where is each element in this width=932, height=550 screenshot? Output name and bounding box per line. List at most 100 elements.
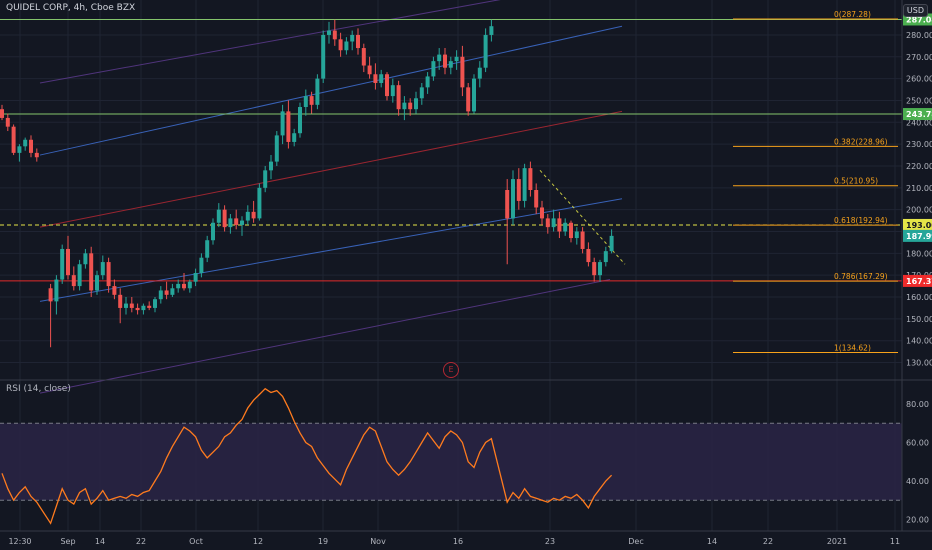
candle-body [315,78,320,105]
candle-body [182,283,186,289]
rsi-band [0,423,902,501]
x-tick-label: 22 [136,537,146,546]
trend-line [39,279,611,394]
candle-body [350,34,355,42]
candle-body [361,48,366,66]
candle-body [0,109,4,118]
x-tick-label: Nov [370,537,386,546]
x-tick-label: 12 [253,537,263,546]
x-tick-label: Oct [189,537,203,546]
candle-body [414,98,418,110]
candle-body [563,222,568,232]
candle-body [344,41,349,51]
candle-body [557,218,562,232]
candle-body [390,85,395,97]
candle-body [251,211,256,219]
candle-body [274,135,279,162]
candle-body [112,286,117,295]
candle-body [234,218,239,225]
candle-body [5,117,10,127]
candle-body [483,34,488,68]
candle-body [580,231,585,249]
trend-line [39,25,623,156]
candle-body [106,262,111,287]
candle-body [534,190,539,208]
x-tick-label: 11 [890,537,900,546]
candle-body [379,74,384,83]
y-tick-label: 280.00 [906,31,932,40]
candle-body [129,303,134,308]
candle-body [199,257,204,273]
candle-body [609,235,614,252]
x-tick-label: 12:30 [8,537,31,546]
candle-body [477,67,482,79]
candle-body [448,61,453,68]
trend-line [39,198,623,302]
fib-level-label: 0.786(167.29) [834,272,888,281]
candle-body [454,56,459,62]
y-tick-label: 130.00 [906,359,932,368]
x-tick-label: 22 [763,537,773,546]
price-label: 287.08 [906,15,932,24]
candle-body [385,74,389,97]
candle-body [396,85,401,110]
candle-body [34,152,39,158]
candle-body [402,102,407,110]
candle-body [23,139,28,147]
x-tick-label: 19 [318,537,328,546]
candle-body [419,87,424,99]
x-tick-label: Dec [628,537,643,546]
candle-body [176,283,181,289]
candle-body [263,170,268,188]
currency-button[interactable]: USD [902,4,928,17]
candle-body [586,248,591,263]
candle-body [153,299,157,308]
candle-body [245,211,250,221]
candle-body [545,218,550,228]
y-tick-label: 220.00 [906,162,932,171]
price-label: 187.99 [906,232,932,241]
rsi-panel [0,422,902,501]
candle-body [332,30,337,40]
candle-body [511,179,515,219]
candle-body [286,111,291,142]
candle-body [83,253,88,265]
earnings-event-icon[interactable]: E [443,362,459,378]
candle-body [29,139,33,153]
candle-body [569,222,573,239]
candle-body [466,87,471,112]
candle-body [489,26,494,35]
candle-body [592,262,597,276]
y-tick-label: 210.00 [906,184,932,193]
candle-body [118,294,123,308]
candle-body [338,39,343,51]
candle-body [598,262,602,276]
candle-body [240,220,244,225]
candle-body [147,305,152,308]
rsi-title: RSI (14, close) [6,384,71,394]
candle-body [516,179,521,201]
candle-body [164,290,169,295]
candle-body [551,218,556,228]
candle-body [170,288,175,295]
candle-body [356,34,360,49]
rsi-tick-label: 40.00 [906,477,929,486]
trend-line [39,0,501,84]
price-label: 167.37 [906,277,932,286]
x-tick-label: 14 [707,537,717,546]
fib-level-label: 0.5(210.95) [834,177,878,186]
candle-body [187,281,192,289]
candle-body [48,288,53,302]
rsi-line [1,387,613,525]
x-tick-label: 23 [545,537,555,546]
fib-level-label: 0.382(228.96) [834,137,888,146]
y-tick-label: 270.00 [906,53,932,62]
candle-body [71,275,76,287]
x-tick-label: Sep [60,537,75,546]
trend-line [39,110,623,228]
price-label: 243.78 [906,110,932,119]
candle-body [54,279,59,302]
candlesticks [0,19,614,348]
